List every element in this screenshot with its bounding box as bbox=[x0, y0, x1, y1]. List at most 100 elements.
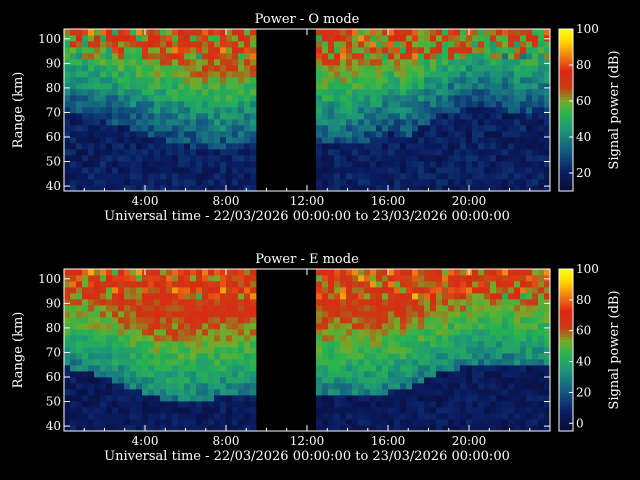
heatmap-cell bbox=[244, 137, 251, 144]
heatmap-cell bbox=[148, 107, 155, 114]
heatmap-cell bbox=[514, 287, 521, 294]
heatmap-cell bbox=[334, 155, 341, 162]
heatmap-cell bbox=[220, 425, 227, 432]
heatmap-cell bbox=[142, 281, 149, 288]
heatmap-cell bbox=[148, 167, 155, 174]
heatmap-cell bbox=[214, 419, 221, 426]
heatmap-cell bbox=[124, 359, 131, 366]
heatmap-cell bbox=[376, 143, 383, 150]
heatmap-cell bbox=[358, 281, 365, 288]
heatmap-cell bbox=[520, 353, 527, 360]
heatmap-cell bbox=[508, 101, 515, 108]
heatmap-cell bbox=[418, 29, 425, 36]
heatmap-cell bbox=[160, 341, 167, 348]
heatmap-cell bbox=[202, 401, 209, 408]
heatmap-cell bbox=[418, 371, 425, 378]
heatmap-cell bbox=[172, 329, 179, 336]
heatmap-cell bbox=[424, 53, 431, 60]
heatmap-cell bbox=[154, 341, 161, 348]
heatmap-cell bbox=[214, 377, 221, 384]
heatmap-cell bbox=[430, 107, 437, 114]
heatmap-cell bbox=[214, 107, 221, 114]
heatmap-cell bbox=[520, 113, 527, 120]
heatmap-cell bbox=[328, 185, 335, 192]
heatmap-cell bbox=[502, 143, 509, 150]
colorbar-segment bbox=[559, 404, 573, 408]
heatmap-cell bbox=[334, 275, 341, 282]
heatmap-cell bbox=[118, 149, 125, 156]
heatmap-cell bbox=[394, 41, 401, 48]
heatmap-cell bbox=[514, 407, 521, 414]
heatmap-cell bbox=[76, 293, 83, 300]
heatmap-cell bbox=[466, 305, 473, 312]
heatmap-cell bbox=[214, 395, 221, 402]
heatmap-cell bbox=[490, 89, 497, 96]
heatmap-cell bbox=[112, 83, 119, 90]
heatmap-cell bbox=[118, 323, 125, 330]
heatmap-cell bbox=[94, 311, 101, 318]
heatmap-cell bbox=[124, 389, 131, 396]
heatmap-cell bbox=[340, 137, 347, 144]
heatmap-cell bbox=[376, 401, 383, 408]
heatmap-cell bbox=[196, 287, 203, 294]
heatmap-cell bbox=[394, 317, 401, 324]
heatmap-cell bbox=[112, 53, 119, 60]
heatmap-cell bbox=[406, 101, 413, 108]
heatmap-cell bbox=[346, 269, 353, 276]
heatmap-cell bbox=[154, 401, 161, 408]
heatmap-cell bbox=[238, 299, 245, 306]
heatmap-cell bbox=[388, 287, 395, 294]
heatmap-cell bbox=[502, 395, 509, 402]
heatmap-cell bbox=[76, 425, 83, 432]
heatmap-cell bbox=[178, 167, 185, 174]
heatmap-cell bbox=[136, 35, 143, 42]
heatmap-cell bbox=[184, 131, 191, 138]
heatmap-cell bbox=[418, 287, 425, 294]
heatmap-cell bbox=[364, 47, 371, 54]
heatmap-cell bbox=[520, 107, 527, 114]
heatmap-cell bbox=[388, 137, 395, 144]
heatmap-cell bbox=[88, 41, 95, 48]
heatmap-cell bbox=[538, 329, 545, 336]
heatmap-cell bbox=[538, 77, 545, 84]
heatmap-cell bbox=[460, 35, 467, 42]
heatmap-cell bbox=[400, 401, 407, 408]
heatmap-cell bbox=[346, 179, 353, 186]
heatmap-cell bbox=[532, 383, 539, 390]
heatmap-cell bbox=[142, 95, 149, 102]
heatmap-cell bbox=[352, 161, 359, 168]
heatmap-cell bbox=[424, 377, 431, 384]
heatmap-cell bbox=[340, 131, 347, 138]
heatmap-cell bbox=[436, 59, 443, 66]
heatmap-cell bbox=[232, 329, 239, 336]
heatmap-cell bbox=[112, 119, 119, 126]
heatmap-cell bbox=[454, 101, 461, 108]
heatmap-cell bbox=[394, 299, 401, 306]
heatmap-cell bbox=[382, 59, 389, 66]
heatmap-cell bbox=[94, 95, 101, 102]
heatmap-cell bbox=[172, 137, 179, 144]
heatmap-cell bbox=[130, 341, 137, 348]
heatmap-cell bbox=[106, 167, 113, 174]
heatmap-cell bbox=[382, 335, 389, 342]
heatmap-cell bbox=[190, 143, 197, 150]
heatmap-cell bbox=[64, 47, 71, 54]
heatmap-cell bbox=[328, 377, 335, 384]
heatmap-cell bbox=[472, 413, 479, 420]
heatmap-cell bbox=[226, 299, 233, 306]
heatmap-cell bbox=[436, 317, 443, 324]
heatmap-cell bbox=[472, 185, 479, 192]
heatmap-cell bbox=[478, 47, 485, 54]
heatmap-cell bbox=[538, 407, 545, 414]
heatmap-cell bbox=[208, 107, 215, 114]
heatmap-cell bbox=[544, 77, 551, 84]
heatmap-cell bbox=[364, 35, 371, 42]
heatmap-cell bbox=[100, 149, 107, 156]
heatmap-cell bbox=[520, 155, 527, 162]
heatmap-cell bbox=[382, 173, 389, 180]
heatmap-cell bbox=[412, 413, 419, 420]
heatmap-cell bbox=[496, 35, 503, 42]
heatmap-cell bbox=[484, 47, 491, 54]
heatmap-cell bbox=[526, 275, 533, 282]
